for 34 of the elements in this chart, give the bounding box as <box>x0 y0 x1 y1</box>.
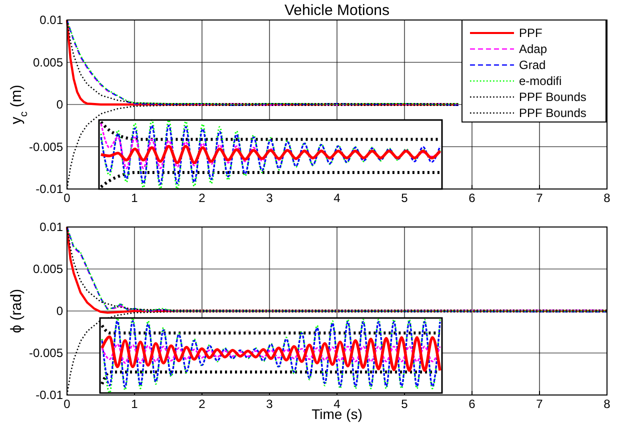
y-tick-label: 0 <box>56 98 64 112</box>
y-tick-label: -0.01 <box>36 388 64 402</box>
legend-label: PPF Bounds <box>519 90 586 104</box>
x-tick-label: 2 <box>198 397 206 411</box>
y-tick-label: -0.01 <box>36 182 64 196</box>
legend-label: Grad <box>519 58 546 72</box>
x-tick-label: 5 <box>401 191 408 205</box>
y-tick-label: 0.01 <box>40 220 64 234</box>
legend-label: PPF <box>519 26 542 40</box>
legend-label: e-modifi <box>519 74 562 88</box>
y-tick-label: -0.005 <box>28 346 64 360</box>
x-tick-label: 8 <box>604 191 611 205</box>
y-tick-label: -0.005 <box>28 140 64 154</box>
x-tick-label: 4 <box>334 397 341 411</box>
legend-label: Adap <box>519 42 548 56</box>
x-tick-label: 4 <box>334 191 341 205</box>
x-tick-label: 3 <box>266 397 274 411</box>
y-tick-label: 0.005 <box>32 55 64 70</box>
x-tick-label: 1 <box>131 191 138 205</box>
x-tick-label: 7 <box>536 397 544 411</box>
x-tick-label: 2 <box>198 191 206 205</box>
x-tick-label: 3 <box>266 191 274 205</box>
y-tick-label: 0.01 <box>40 13 64 27</box>
y-tick-label: 0 <box>56 304 64 318</box>
x-tick-label: 6 <box>468 397 476 411</box>
x-tick-label: 8 <box>604 397 611 411</box>
x-tick-label: 7 <box>536 191 544 205</box>
x-tick-label: 5 <box>401 397 408 411</box>
x-tick-label: 1 <box>131 397 138 411</box>
x-tick-label: 6 <box>468 191 476 205</box>
legend-label: PPF Bounds <box>519 106 586 120</box>
chart-title: Vehicle Motions <box>284 2 390 19</box>
y-axis-title: ϕ (rad) <box>8 288 25 334</box>
y-tick-label: 0.005 <box>32 262 64 276</box>
